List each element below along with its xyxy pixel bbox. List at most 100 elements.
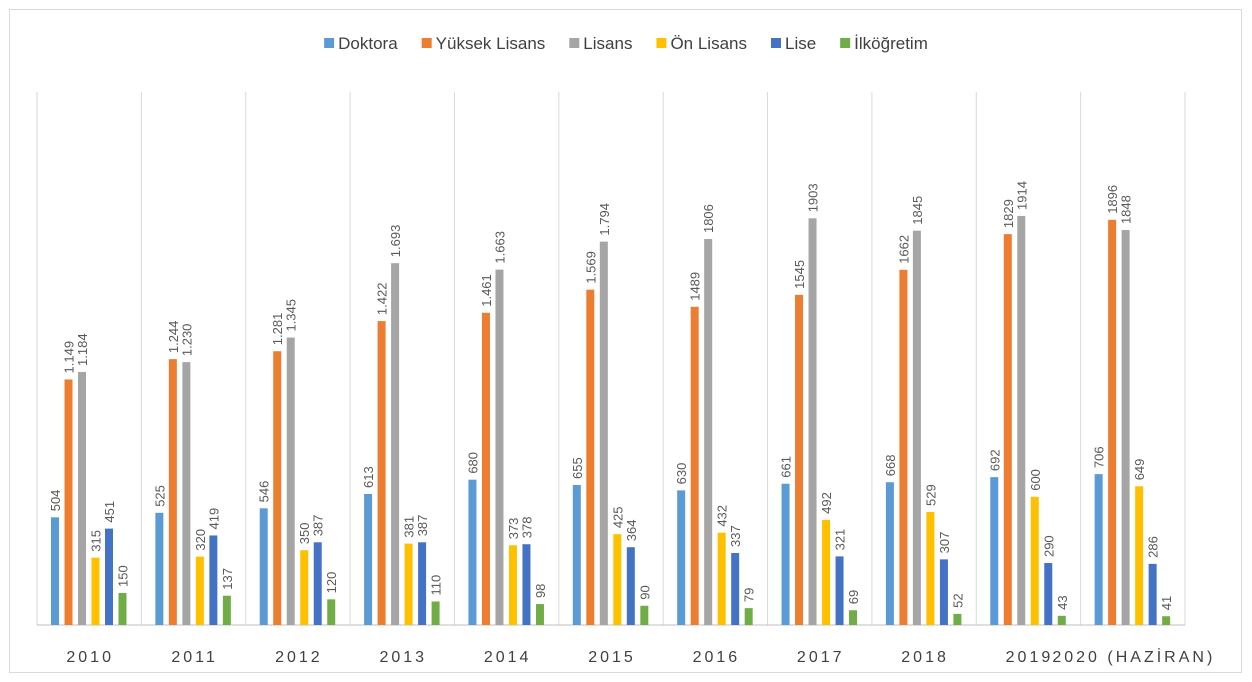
bar — [1057, 615, 1066, 625]
x-tick-label: 2012 — [275, 649, 323, 666]
bar — [364, 493, 373, 625]
data-label: 52 — [950, 593, 965, 607]
bar — [1094, 474, 1103, 625]
bar — [586, 289, 595, 625]
bar — [105, 528, 113, 625]
data-label: 680 — [465, 452, 480, 474]
bar — [404, 543, 413, 625]
data-label: 1489 — [688, 272, 703, 301]
data-label: 613 — [361, 466, 376, 488]
bar — [431, 601, 440, 625]
data-label: 337 — [728, 525, 743, 547]
bar — [155, 512, 164, 625]
data-label: 529 — [923, 484, 938, 506]
bar — [222, 595, 231, 625]
bar — [1108, 219, 1117, 625]
data-label: 41 — [1159, 596, 1174, 610]
bar — [953, 613, 962, 625]
data-label: 1.461 — [479, 274, 494, 307]
data-label: 320 — [193, 529, 208, 551]
legend-label: Lisans — [583, 34, 632, 53]
bar — [640, 605, 649, 625]
bar — [835, 556, 844, 625]
data-label: 387 — [311, 515, 326, 537]
data-label: 419 — [206, 508, 221, 530]
data-label: 668 — [883, 455, 898, 477]
data-label: 1.244 — [166, 321, 181, 354]
data-label: 1.345 — [284, 299, 299, 332]
data-label: 90 — [637, 585, 652, 599]
bar — [885, 482, 894, 625]
bar — [1044, 563, 1053, 625]
bar — [677, 490, 686, 625]
x-tick-label: 2019 — [1006, 649, 1054, 666]
data-label: 1.184 — [75, 333, 90, 366]
data-label: 98 — [533, 584, 548, 598]
bar — [1030, 496, 1039, 625]
data-label: 1.281 — [270, 313, 285, 346]
data-label: 137 — [220, 568, 235, 590]
data-label: 290 — [1041, 535, 1056, 557]
x-tick-label: 2017 — [797, 649, 845, 666]
data-label: 1914 — [1014, 181, 1029, 210]
data-label: 150 — [116, 565, 131, 587]
bar — [418, 542, 427, 625]
legend-label: Ön Lisans — [670, 34, 747, 53]
data-label: 43 — [1055, 595, 1070, 609]
bar — [1135, 486, 1144, 625]
data-label: 1545 — [792, 260, 807, 289]
data-label: 1903 — [806, 183, 821, 212]
x-tick-label: 2013 — [379, 649, 427, 666]
bar — [522, 544, 531, 625]
data-label: 286 — [1146, 536, 1161, 558]
legend-swatch — [840, 38, 851, 48]
bar — [849, 610, 858, 625]
bar — [1148, 563, 1157, 625]
data-label: 1.422 — [375, 283, 390, 316]
bar — [1003, 234, 1012, 626]
x-tick-label: 2014 — [484, 649, 532, 666]
x-tick-label: 2015 — [588, 649, 636, 666]
bar — [391, 263, 400, 625]
bar — [731, 552, 740, 625]
bar — [508, 545, 517, 625]
bar — [313, 542, 322, 625]
data-label: 1.569 — [583, 251, 598, 284]
bar — [939, 559, 948, 625]
data-label: 1896 — [1105, 185, 1120, 214]
bar — [808, 218, 817, 626]
bar — [168, 359, 177, 625]
bar — [990, 477, 999, 625]
data-label: 492 — [819, 492, 834, 514]
data-label: 649 — [1132, 459, 1147, 481]
x-tick-label: 2016 — [693, 649, 741, 666]
data-label: 1.230 — [179, 324, 194, 357]
data-label: 630 — [674, 463, 689, 485]
data-label: 315 — [89, 530, 104, 552]
data-label: 504 — [48, 490, 63, 512]
bar — [572, 485, 581, 625]
bar — [51, 517, 59, 625]
bar — [377, 321, 386, 625]
data-label: 381 — [402, 516, 417, 538]
bar — [690, 306, 699, 625]
bar — [1162, 616, 1171, 625]
legend-swatch — [569, 38, 580, 48]
legend-label: Lise — [785, 34, 816, 53]
legend-label: Doktora — [338, 34, 398, 53]
bar — [899, 269, 908, 625]
data-label: 321 — [833, 529, 848, 551]
bar — [1121, 230, 1130, 625]
x-tick-label: 2010 — [66, 649, 114, 666]
data-label: 120 — [324, 572, 339, 594]
data-label: 1848 — [1119, 195, 1134, 224]
data-label: 364 — [624, 520, 639, 542]
bar — [822, 519, 831, 625]
data-label: 1.794 — [597, 203, 612, 236]
x-tick-label: 2011 — [171, 649, 217, 666]
legend-label: Yüksek Lisans — [436, 34, 546, 53]
data-label: 1845 — [910, 196, 925, 225]
data-label: 1829 — [1001, 199, 1016, 228]
bar — [481, 312, 490, 625]
